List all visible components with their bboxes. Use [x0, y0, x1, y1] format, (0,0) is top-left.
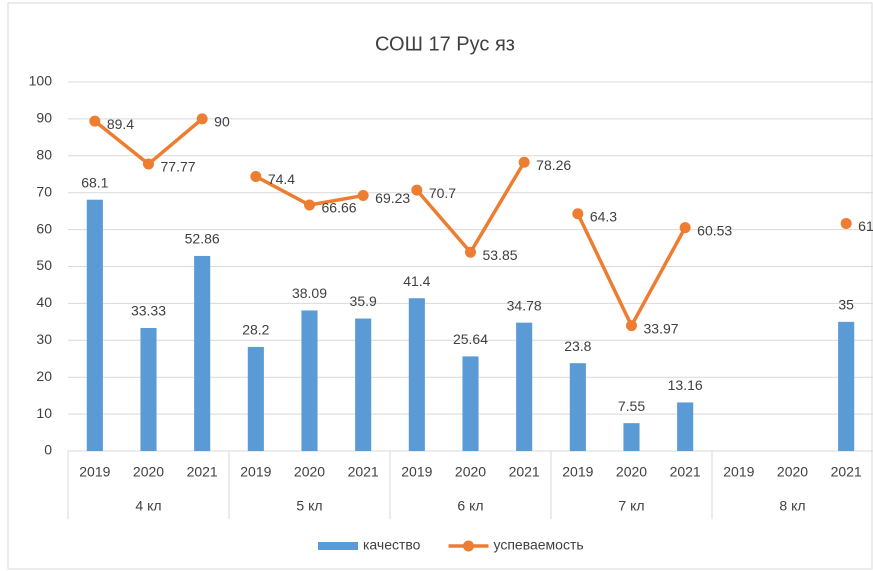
bar [355, 318, 372, 451]
bar [677, 402, 694, 451]
x-tick-label: 2021 [187, 464, 218, 480]
chart-frame [7, 2, 873, 570]
y-tick-label: 100 [29, 73, 53, 89]
line-point [572, 208, 584, 220]
bar-label: 38.09 [292, 285, 327, 301]
bar-label: 23.8 [564, 338, 591, 354]
bar [623, 423, 640, 451]
legend-swatch [462, 540, 474, 552]
line-point [626, 320, 637, 332]
bar-label: 7.55 [618, 398, 645, 414]
x-tick-label: 2020 [294, 464, 325, 480]
bar [194, 255, 211, 451]
bar [462, 356, 479, 451]
line-point [411, 184, 423, 196]
line-label: 53.85 [483, 247, 518, 263]
line-label: 61.67 [858, 218, 873, 234]
x-tick-label: 2020 [455, 464, 486, 480]
bar-label: 25.64 [453, 331, 488, 347]
line-point [518, 156, 530, 168]
y-tick-label: 10 [36, 405, 52, 421]
line-label: 70.7 [429, 185, 456, 201]
x-tick-label: 2019 [240, 464, 271, 480]
line-point [250, 170, 262, 182]
x-tick-label: 2019 [401, 464, 432, 480]
bar [86, 199, 103, 451]
chart-title: СОШ 17 Рус яз [375, 33, 515, 55]
y-tick-label: 50 [36, 257, 52, 273]
line-label: 66.66 [322, 200, 357, 216]
bar [301, 310, 318, 451]
bar [516, 322, 533, 451]
line-point [89, 115, 101, 127]
line-label: 69.23 [375, 190, 410, 206]
y-tick-label: 20 [36, 368, 52, 384]
y-tick-label: 70 [36, 183, 52, 199]
x-tick-label: 2021 [670, 464, 701, 480]
line-label: 78.26 [536, 157, 571, 173]
y-tick-label: 90 [36, 110, 52, 126]
line-point [465, 246, 476, 258]
legend-label: качество [363, 537, 421, 553]
line-label: 90 [214, 114, 230, 130]
x-tick-label: 2019 [79, 464, 110, 480]
bar [140, 328, 157, 451]
legend-label: успеваемость [493, 537, 583, 553]
group-label: 8 кл [779, 498, 805, 514]
bar-label: 35.9 [350, 293, 377, 309]
bar-label: 41.4 [403, 273, 430, 289]
x-tick-label: 2019 [562, 464, 593, 480]
group-label: 4 кл [135, 498, 161, 514]
line-label: 89.4 [107, 116, 134, 132]
bar-label: 13.16 [668, 377, 703, 393]
line-point [679, 222, 691, 234]
line-point [196, 113, 208, 125]
bar-label: 28.2 [242, 322, 269, 338]
x-tick-label: 2020 [777, 464, 808, 480]
bar-label: 52.86 [185, 231, 220, 247]
bar-label: 35 [838, 297, 854, 313]
bar-label: 68.1 [81, 174, 108, 190]
line-label: 64.3 [590, 208, 617, 224]
line-label: 77.77 [161, 159, 196, 175]
x-tick-label: 2021 [831, 464, 862, 480]
group-label: 5 кл [296, 498, 322, 514]
bar [569, 363, 586, 451]
group-label: 7 кл [618, 498, 644, 514]
legend-swatch [318, 542, 358, 550]
bar [838, 321, 855, 451]
y-tick-label: 0 [44, 442, 52, 458]
line-point [304, 199, 315, 211]
line-label: 33.97 [644, 320, 679, 336]
bar-label: 34.78 [507, 297, 542, 313]
line-label: 60.53 [697, 222, 732, 238]
x-tick-label: 2019 [723, 464, 754, 480]
bar-label: 33.33 [131, 303, 166, 319]
line-point [143, 158, 154, 170]
group-label: 6 кл [457, 498, 483, 514]
y-tick-label: 30 [36, 331, 52, 347]
y-tick-label: 40 [36, 294, 52, 310]
x-tick-label: 2020 [133, 464, 164, 480]
line-point [357, 190, 369, 202]
x-tick-label: 2021 [348, 464, 379, 480]
line-point [840, 217, 852, 229]
bar [247, 346, 264, 451]
line-label: 74.4 [268, 171, 295, 187]
bar [408, 298, 425, 451]
y-tick-label: 80 [36, 147, 52, 163]
x-tick-label: 2020 [616, 464, 647, 480]
y-tick-label: 60 [36, 220, 52, 236]
x-tick-label: 2021 [509, 464, 540, 480]
